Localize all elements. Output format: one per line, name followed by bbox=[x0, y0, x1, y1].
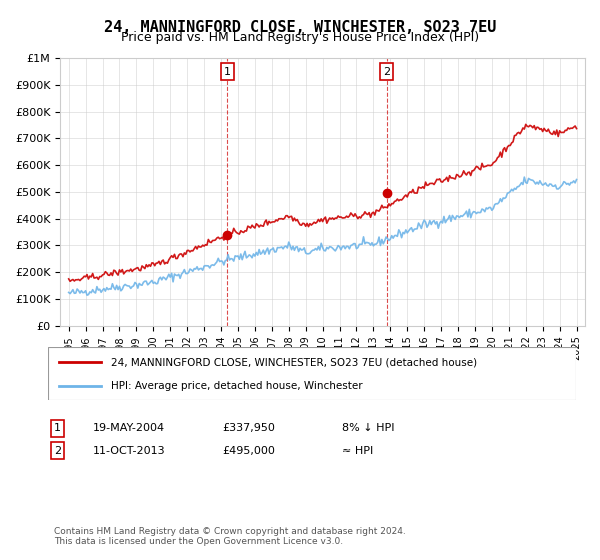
Text: 1: 1 bbox=[224, 67, 231, 77]
Text: Contains HM Land Registry data © Crown copyright and database right 2024.
This d: Contains HM Land Registry data © Crown c… bbox=[54, 526, 406, 546]
Text: £337,950: £337,950 bbox=[222, 423, 275, 433]
Text: 24, MANNINGFORD CLOSE, WINCHESTER, SO23 7EU (detached house): 24, MANNINGFORD CLOSE, WINCHESTER, SO23 … bbox=[112, 357, 478, 367]
Text: 19-MAY-2004: 19-MAY-2004 bbox=[93, 423, 165, 433]
Text: HPI: Average price, detached house, Winchester: HPI: Average price, detached house, Winc… bbox=[112, 380, 363, 390]
Text: £495,000: £495,000 bbox=[222, 446, 275, 456]
Text: 2: 2 bbox=[54, 446, 61, 456]
Text: Price paid vs. HM Land Registry's House Price Index (HPI): Price paid vs. HM Land Registry's House … bbox=[121, 31, 479, 44]
Text: 11-OCT-2013: 11-OCT-2013 bbox=[93, 446, 166, 456]
FancyBboxPatch shape bbox=[48, 347, 576, 400]
Text: ≈ HPI: ≈ HPI bbox=[342, 446, 373, 456]
Text: 2: 2 bbox=[383, 67, 390, 77]
Text: 24, MANNINGFORD CLOSE, WINCHESTER, SO23 7EU: 24, MANNINGFORD CLOSE, WINCHESTER, SO23 … bbox=[104, 20, 496, 35]
Text: 8% ↓ HPI: 8% ↓ HPI bbox=[342, 423, 395, 433]
Text: 1: 1 bbox=[54, 423, 61, 433]
